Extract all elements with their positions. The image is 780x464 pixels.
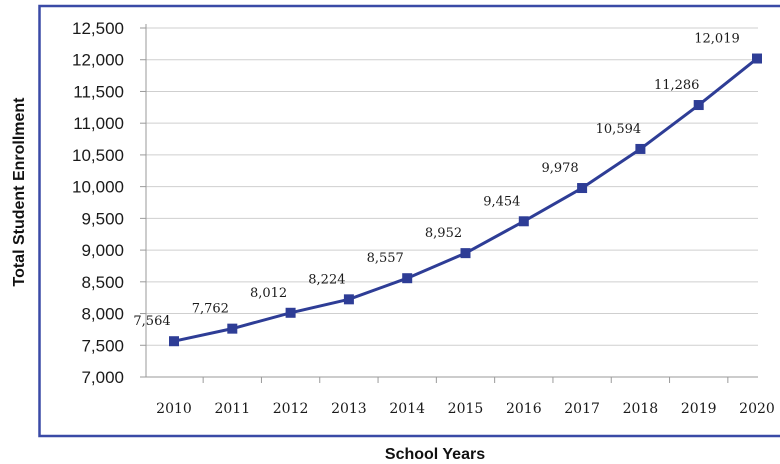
x-tick-label-2019: 2019: [681, 401, 717, 417]
data-marker-2014: [402, 273, 413, 284]
data-label-2010: 7,564: [133, 314, 170, 329]
x-tick-label-2012: 2012: [273, 401, 309, 417]
data-marker-2017: [577, 183, 588, 194]
data-labels: 7,564 7,762 8,012 8,224 8,557 8,952 9,454 9,978…: [133, 32, 739, 330]
data-marker-2015: [460, 248, 471, 259]
y-axis-title: Total Student Enrollment: [11, 97, 28, 287]
x-tick-label-2020: 2020: [739, 401, 775, 417]
x-tick-label-2014: 2014: [389, 401, 425, 417]
data-marker-2012: [285, 307, 296, 318]
y-tick-label-11000: 11,000: [73, 114, 124, 133]
data-marker-2016: [518, 216, 529, 227]
x-tick-label-2013: 2013: [331, 401, 367, 417]
data-marker-2013: [343, 294, 354, 305]
y-tick-label-8500: 8,500: [81, 273, 124, 292]
y-tick-label-11500: 11,500: [73, 82, 124, 101]
data-label-2018: 10,594: [596, 122, 642, 137]
x-tick-label-2011: 2011: [214, 401, 250, 417]
data-label-2020: 12,019: [694, 32, 740, 47]
data-marker-2020: [752, 53, 762, 64]
y-tick-label-7500: 7,500: [81, 336, 124, 355]
x-tick-label-2018: 2018: [623, 401, 659, 417]
data-label-2017: 9,978: [541, 161, 578, 176]
y-tick-label-9500: 9,500: [81, 209, 124, 228]
data-marker-2018: [635, 143, 646, 154]
x-tick-label-2015: 2015: [448, 401, 484, 417]
data-marker-2011: [227, 323, 238, 334]
data-marker-2010: [169, 336, 179, 347]
y-tick-label-7000: 7,000: [81, 368, 124, 387]
gridlines: [146, 27, 758, 346]
data-label-2016: 9,454: [483, 194, 520, 209]
data-label-2014: 8,557: [367, 251, 404, 266]
axes: [140, 24, 758, 383]
y-tick-label-12000: 12,000: [72, 51, 124, 70]
y-tick-label-10500: 10,500: [72, 146, 124, 165]
x-tick-label-2017: 2017: [564, 401, 600, 417]
data-label-2013: 8,224: [308, 272, 345, 287]
chart-frame: [38, 4, 780, 438]
y-tick-label-12500: 12,500: [72, 19, 124, 38]
data-marker-2019: [693, 100, 704, 111]
data-label-2015: 8,952: [425, 226, 462, 241]
data-markers: [169, 53, 762, 347]
data-label-2012: 8,012: [250, 286, 287, 301]
y-tick-label-10000: 10,000: [72, 178, 124, 197]
y-tick-labels: 7,000 7,500 8,000 8,500 9,000 9,500 10,000 10,5…: [72, 19, 124, 387]
data-label-2019: 11,286: [654, 78, 700, 93]
y-tick-label-9000: 9,000: [81, 241, 124, 260]
data-label-2011: 7,762: [192, 302, 229, 317]
x-tick-label-2016: 2016: [506, 401, 542, 417]
x-tick-label-2010: 2010: [156, 401, 192, 417]
x-axis-title: School Years: [385, 446, 485, 463]
y-tick-label-8000: 8,000: [81, 305, 124, 324]
x-tick-labels: 2010 2011 2012 2013 2014 2015 2016 2017 2018 2019…: [156, 401, 775, 417]
